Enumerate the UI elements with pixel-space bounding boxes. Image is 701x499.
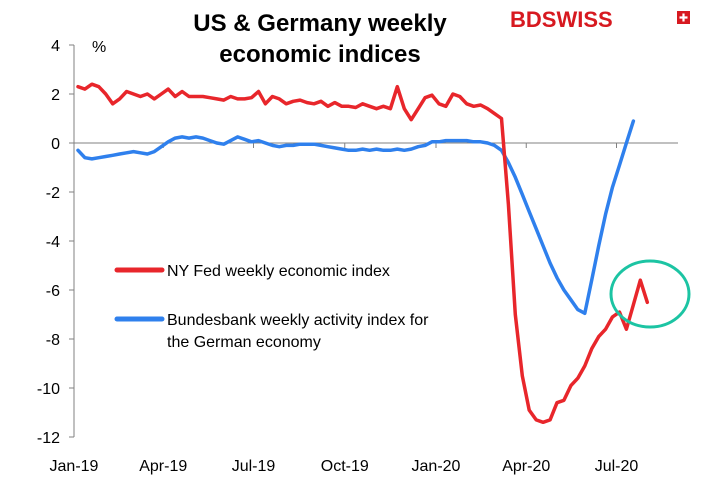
- logo-cross-icon: [679, 13, 688, 22]
- chart-title-line-2: economic indices: [219, 41, 420, 68]
- legend-label-bundesbank: Bundesbank weekly activity index for the…: [167, 312, 433, 351]
- x-tick-label: Jan-20: [412, 458, 461, 475]
- x-tick-label: Apr-20: [502, 458, 550, 475]
- series-line-bundesbank: [76, 119, 636, 316]
- logo-text: BDSWISS: [510, 7, 613, 32]
- legend-label-ny-fed: NY Fed weekly economic index: [167, 263, 390, 280]
- y-tick-label: 2: [51, 87, 60, 104]
- y-tick-label: -12: [37, 430, 60, 447]
- chart-title-line-1: US & Germany weekly: [193, 10, 447, 37]
- y-tick-label: 0: [51, 136, 60, 153]
- bdswiss-logo: BDSWISS: [510, 7, 690, 32]
- legend-label-bundesbank-line-2: the German economy: [167, 334, 321, 351]
- y-tick-label: -10: [37, 381, 60, 398]
- y-tick-label: -4: [46, 234, 60, 251]
- x-tick-label: Apr-19: [139, 458, 187, 475]
- y-tick-label: -6: [46, 283, 60, 300]
- legend: NY Fed weekly economic index Bundesbank …: [114, 263, 433, 351]
- highlight-circle: [609, 259, 691, 329]
- y-tick-label: -2: [46, 185, 60, 202]
- series-line-ny-fed: [76, 82, 650, 425]
- y-tick-label: -8: [46, 332, 60, 349]
- x-tick-label: Jul-19: [232, 458, 276, 475]
- x-tick-label: Jan-19: [50, 458, 99, 475]
- legend-label-bundesbank-line-1: Bundesbank weekly activity index for: [167, 312, 429, 329]
- y-unit-label: %: [92, 39, 106, 56]
- y-axis-ticks: 4 2 0 -2 -4 -6 -8 -10 -12: [37, 38, 74, 447]
- x-axis-ticks: Jan-19 Apr-19 Jul-19 Oct-19 Jan-20 Apr-20 Jul-…: [50, 143, 639, 475]
- y-tick-label: 4: [51, 38, 60, 55]
- x-tick-label: Oct-19: [321, 458, 369, 475]
- x-tick-label: Jul-20: [595, 458, 639, 475]
- series-lines: [76, 82, 650, 425]
